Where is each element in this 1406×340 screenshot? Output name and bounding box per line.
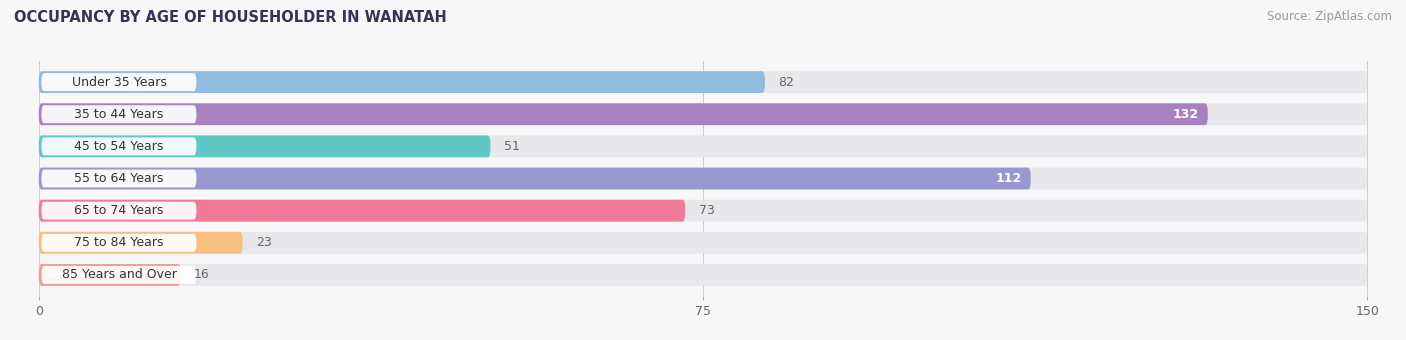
FancyBboxPatch shape [41, 73, 197, 91]
FancyBboxPatch shape [39, 232, 1367, 254]
Text: 75 to 84 Years: 75 to 84 Years [75, 236, 163, 249]
Text: 16: 16 [194, 268, 209, 282]
Text: Source: ZipAtlas.com: Source: ZipAtlas.com [1267, 10, 1392, 23]
FancyBboxPatch shape [39, 135, 1367, 157]
Text: Under 35 Years: Under 35 Years [72, 75, 166, 89]
FancyBboxPatch shape [39, 264, 1367, 286]
FancyBboxPatch shape [41, 137, 197, 155]
Text: 35 to 44 Years: 35 to 44 Years [75, 108, 163, 121]
FancyBboxPatch shape [41, 105, 197, 123]
Text: 45 to 54 Years: 45 to 54 Years [75, 140, 163, 153]
FancyBboxPatch shape [39, 71, 765, 93]
FancyBboxPatch shape [39, 168, 1367, 189]
FancyBboxPatch shape [39, 135, 491, 157]
Text: 85 Years and Over: 85 Years and Over [62, 268, 176, 282]
Text: 73: 73 [699, 204, 714, 217]
Text: 23: 23 [256, 236, 271, 249]
Text: 55 to 64 Years: 55 to 64 Years [75, 172, 163, 185]
FancyBboxPatch shape [39, 264, 180, 286]
Text: 82: 82 [779, 75, 794, 89]
FancyBboxPatch shape [41, 266, 197, 284]
FancyBboxPatch shape [41, 234, 197, 252]
Text: 51: 51 [503, 140, 520, 153]
FancyBboxPatch shape [39, 200, 1367, 222]
FancyBboxPatch shape [39, 103, 1208, 125]
FancyBboxPatch shape [39, 168, 1031, 189]
FancyBboxPatch shape [41, 170, 197, 187]
Text: 132: 132 [1173, 108, 1199, 121]
FancyBboxPatch shape [41, 202, 197, 220]
FancyBboxPatch shape [39, 200, 685, 222]
Text: 65 to 74 Years: 65 to 74 Years [75, 204, 163, 217]
FancyBboxPatch shape [39, 232, 242, 254]
FancyBboxPatch shape [39, 71, 1367, 93]
Text: 112: 112 [995, 172, 1022, 185]
Text: OCCUPANCY BY AGE OF HOUSEHOLDER IN WANATAH: OCCUPANCY BY AGE OF HOUSEHOLDER IN WANAT… [14, 10, 447, 25]
FancyBboxPatch shape [39, 103, 1367, 125]
